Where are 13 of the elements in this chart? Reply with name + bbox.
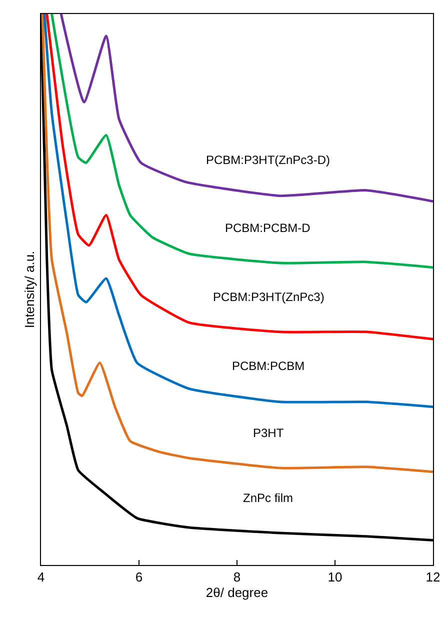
x-tick-label: 10 xyxy=(328,570,342,585)
text: ZnPc film xyxy=(243,491,294,505)
series-label: PCBM:PCBM-D xyxy=(225,221,311,235)
x-tick-label: 12 xyxy=(426,570,440,585)
series-label: PCBM:P3HT(ZnPc3-D) xyxy=(206,153,330,167)
x-tick-label: 4 xyxy=(37,570,45,585)
x-axis-title: 2θ/ degree xyxy=(206,585,268,600)
x-tick-label: 6 xyxy=(135,570,143,585)
series-label: PCBM:PCBM xyxy=(232,359,305,373)
x-tick-label: 8 xyxy=(233,570,241,585)
text: P3HT xyxy=(253,426,284,440)
y-axis-title: Intensity/ a.u. xyxy=(22,250,37,328)
series-label: PCBM:P3HT(ZnPc3) xyxy=(213,290,324,304)
